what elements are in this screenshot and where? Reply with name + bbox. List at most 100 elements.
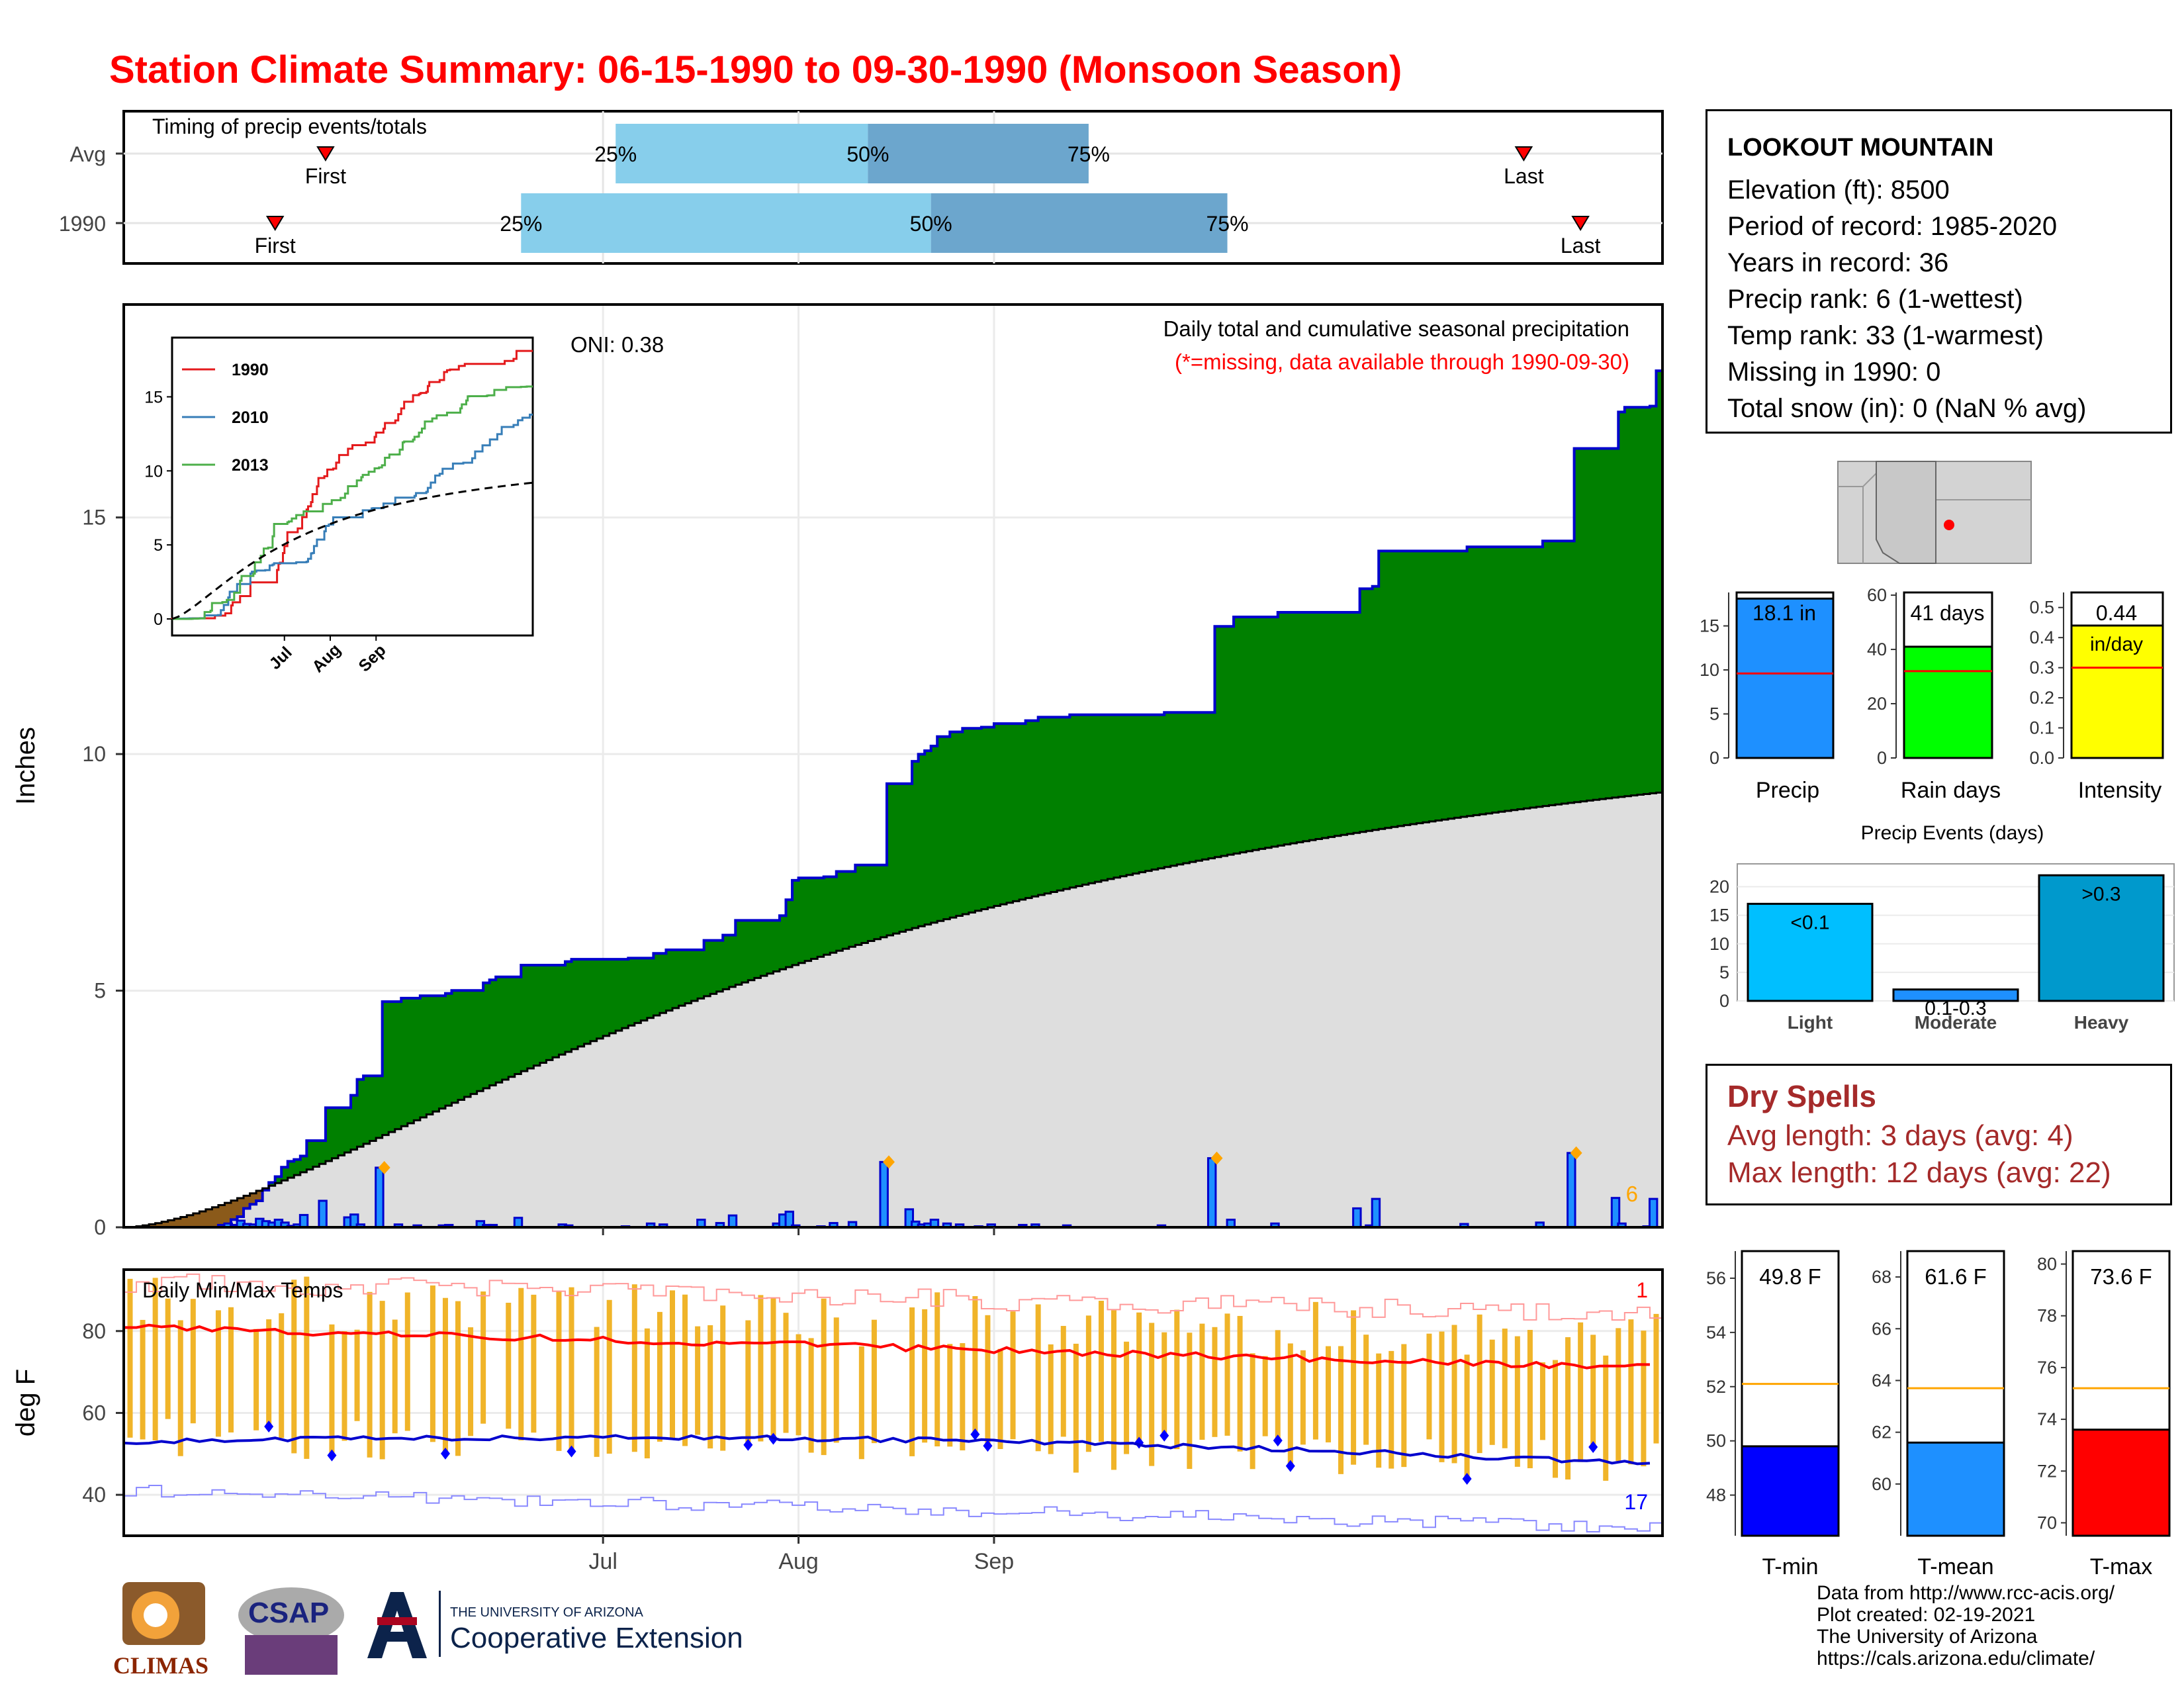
daily-temp-range-bar — [1048, 1344, 1054, 1454]
climas-logo-icon — [122, 1582, 205, 1645]
temp-bars-panel: 48 50 52 54 56 49.8 F T-min 60 62 64 66 68 61.6 F T-m… — [1706, 1250, 2171, 1579]
daily-temp-range-bar — [1539, 1362, 1545, 1440]
record-low-marker — [327, 1449, 337, 1462]
daily-temp-range-bar — [1085, 1315, 1091, 1452]
dry-spells-title: Dry Spells — [1727, 1079, 1876, 1113]
temps-y-axis-label: deg F — [11, 1369, 40, 1436]
timing-bar-upper — [931, 193, 1228, 253]
summary-y-tick-label: 20 — [1867, 694, 1887, 714]
daily-temp-range-bar — [1641, 1331, 1647, 1467]
x-axis-tick-label: Aug — [778, 1549, 819, 1574]
record-min-count: 17 — [1624, 1490, 1648, 1514]
summary-y-tick-label: 5 — [1709, 704, 1719, 724]
summary-bar-name: Intensity — [2078, 778, 2162, 803]
inset-y-tick-label: 10 — [144, 462, 163, 481]
temp-bar-y-tick-label: 66 — [1872, 1319, 1891, 1338]
page-title: Station Climate Summary: 06-15-1990 to 0… — [109, 48, 1402, 91]
temp-bar-y-tick-label: 62 — [1872, 1423, 1891, 1442]
daily-temp-range-bar — [127, 1278, 133, 1438]
dry-spells-avg: Avg length: 3 days (avg: 4) — [1727, 1119, 2073, 1152]
temp-bar-y-tick-label: 76 — [2037, 1358, 2057, 1378]
daily-temp-range-bar — [1502, 1329, 1508, 1448]
precip-events-panel: Precip Events (days) 0 5 10 15 20 <0.1 Light 0.1… — [1709, 822, 2175, 1033]
daily-temp-range-bar — [1136, 1312, 1142, 1443]
daily-temp-range-bar — [833, 1317, 839, 1443]
daily-temp-range-bar — [1237, 1315, 1243, 1452]
daily-temp-range-bar — [1376, 1353, 1382, 1468]
daily-temp-range-bar — [1212, 1327, 1218, 1437]
daily-temp-range-bar — [1275, 1330, 1281, 1441]
events-y-tick-label: 15 — [1709, 906, 1729, 925]
precip-y-tick-label: 5 — [94, 979, 106, 1003]
record-low-marker — [743, 1438, 753, 1451]
record-low-marker — [1588, 1440, 1598, 1453]
precip-count-label: 6 — [1626, 1182, 1638, 1206]
precip-y-axis-label: Inches — [11, 727, 40, 805]
events-category-label: Moderate — [1915, 1012, 1997, 1033]
daily-temp-range-bar — [1590, 1335, 1596, 1447]
daily-precip-bar — [298, 1213, 309, 1229]
daily-temp-range-bar — [1477, 1314, 1482, 1454]
summary-y-tick-label: 10 — [1700, 660, 1719, 680]
locator-map — [1837, 461, 2032, 564]
daily-temp-range-bar — [165, 1298, 171, 1419]
precip-y-tick-label: 15 — [82, 506, 106, 530]
daily-precip-bar — [727, 1214, 738, 1229]
avg-cumulative-line — [124, 791, 1662, 1229]
daily-temp-range-bar — [468, 1327, 474, 1436]
timing-bar-lower — [615, 124, 868, 183]
daily-temp-range-bar — [1161, 1332, 1167, 1436]
daily-temp-range-bar — [253, 1329, 259, 1430]
timing-row-label: 1990 — [59, 212, 106, 236]
daily-temp-range-bar — [506, 1303, 512, 1429]
temp-bar-name: T-min — [1762, 1554, 1819, 1579]
events-title: Precip Events (days) — [1861, 822, 2044, 844]
daily-temp-range-bar — [140, 1319, 146, 1440]
temp-bar-y-tick-label: 48 — [1706, 1485, 1726, 1505]
precip-main-panel: 0 5 10 15 Inches ONI: 0.38 Daily total and cum… — [11, 303, 1664, 1239]
x-axis-tick-label: Sep — [974, 1549, 1015, 1574]
ua-a-icon — [367, 1592, 427, 1658]
summary-bar-intensity — [2070, 624, 2164, 759]
daily-temp-range-bar — [518, 1288, 524, 1440]
daily-temp-range-bar — [266, 1319, 272, 1427]
daily-temp-range-bar — [947, 1344, 953, 1447]
daily-temp-range-bar — [1363, 1335, 1369, 1445]
info-snow: Total snow (in): 0 (NaN % avg) — [1727, 394, 2087, 423]
events-bar-label: 0.1-0.3 — [1925, 998, 1986, 1019]
temps-plot-frame — [122, 1268, 1664, 1537]
events-bar-label: <0.1 — [1790, 912, 1829, 933]
record-max-count: 1 — [1636, 1278, 1648, 1302]
daily-precip-bar — [1648, 1197, 1659, 1229]
summary-y-tick-label: 0.5 — [2029, 598, 2054, 618]
csap-logo: CSAP — [232, 1582, 351, 1681]
record-low-marker — [983, 1440, 993, 1452]
temp-bar-y-tick-label: 78 — [2037, 1306, 2057, 1326]
daily-precip-bar — [513, 1217, 523, 1229]
daily-temp-range-bar — [682, 1294, 688, 1446]
events-bar-moderate — [1892, 988, 2019, 1002]
events-y-tick-label: 0 — [1719, 991, 1729, 1011]
inset-series-1990 — [171, 350, 533, 620]
dry-spells-box: Dry Spells Avg length: 3 days (avg: 4) M… — [1706, 1064, 2172, 1205]
daily-temp-range-bar — [606, 1299, 612, 1454]
daily-temp-range-bar — [279, 1313, 285, 1438]
station-name: LOOKOUT MOUNTAIN — [1727, 134, 1994, 162]
daily-temp-range-bar — [758, 1295, 764, 1442]
daily-temp-range-bar — [1010, 1311, 1016, 1440]
cumulative-1990-line — [124, 369, 1662, 1229]
temp-bar-y-tick-label: 68 — [1872, 1267, 1891, 1287]
daily-temp-range-bar — [796, 1334, 801, 1436]
timing-first-label: First — [255, 234, 296, 258]
daily-temp-range-bar — [808, 1338, 814, 1453]
coop-ext-text: Cooperative Extension — [450, 1622, 743, 1654]
temps-label: Daily Min/Max Temps — [142, 1278, 343, 1302]
temp-bar-y-tick-label: 74 — [2037, 1409, 2057, 1429]
daily-temp-range-bar — [922, 1309, 928, 1443]
daily-temp-range-bar — [770, 1298, 776, 1439]
temp-bar-y-tick-label: 50 — [1706, 1431, 1726, 1451]
credit-line: https://cals.arizona.edu/climate/ — [1817, 1648, 2095, 1669]
avg-cumulative-under — [124, 792, 1662, 1227]
temp-bar-y-tick-label: 52 — [1706, 1377, 1726, 1397]
inset-y-tick-label: 5 — [154, 536, 163, 555]
